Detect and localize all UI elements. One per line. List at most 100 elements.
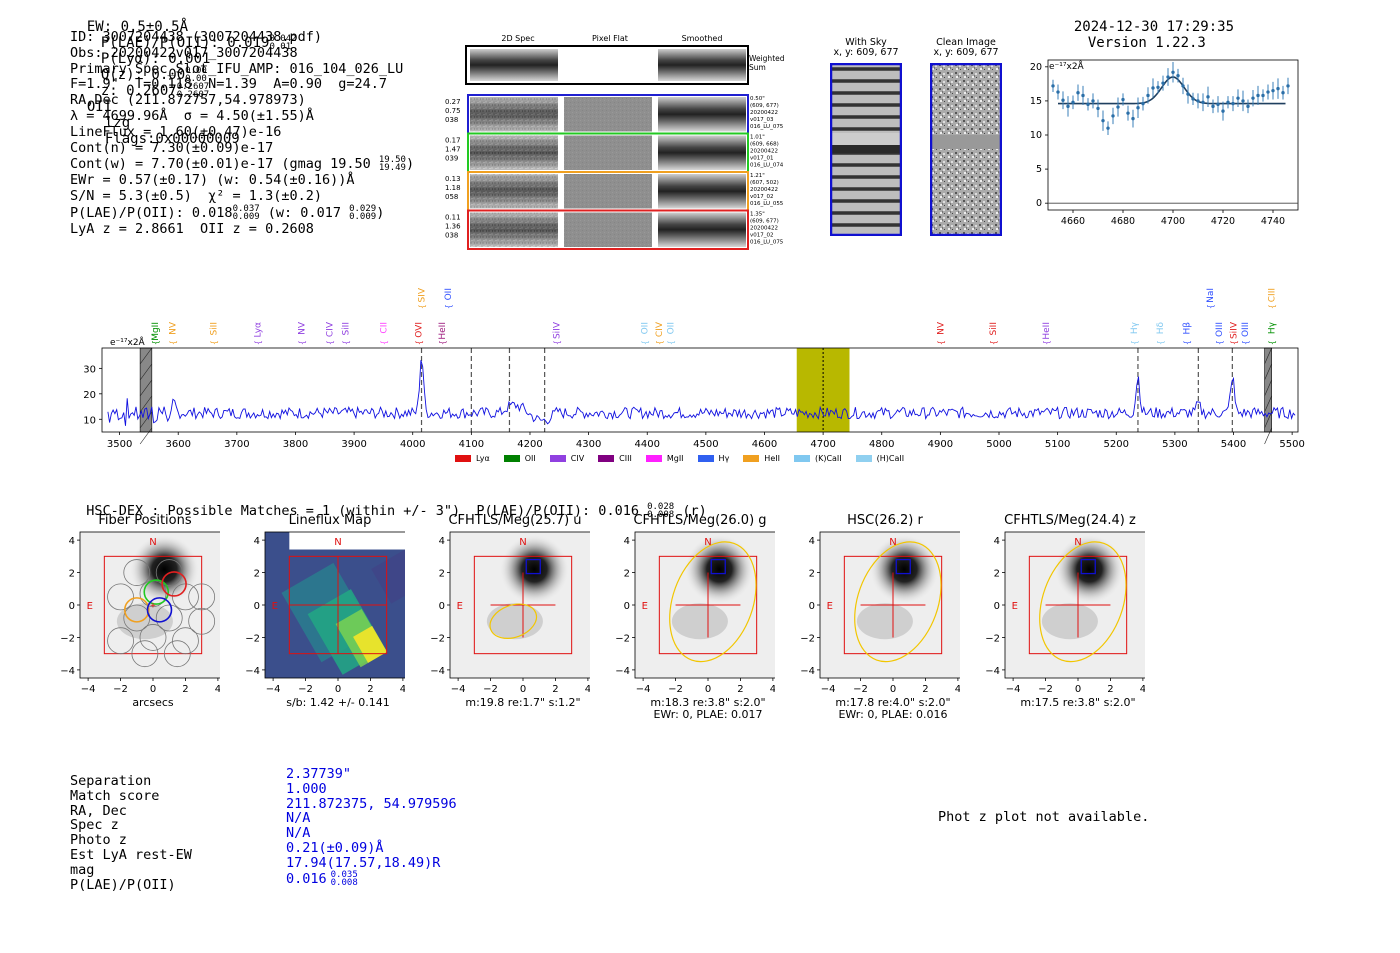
legend-label: Lyα	[476, 454, 490, 463]
fwhm-line: F=1.9" T=0.118 N=1.39 A=0.90 g=24.7	[70, 76, 387, 93]
cutout-ytick-label: 2	[809, 569, 815, 580]
emission-line-label-top: SIV	[418, 287, 428, 302]
zoom-data-point	[1241, 99, 1245, 103]
cutout-xtick-label: −4	[636, 684, 651, 695]
cutout-xtick-label: 0	[890, 684, 896, 695]
row-pixelflat	[564, 212, 652, 247]
east-label: E	[272, 601, 278, 612]
mask-hatch	[139, 347, 153, 365]
col-header-pixelflat: Pixel Flat	[592, 34, 628, 43]
emission-line-label-top: OII	[444, 288, 454, 300]
zoom-ytick-label: 10	[1030, 130, 1042, 141]
header-bar: EW: 0.5±0.5Å P(LAE)/P(OII): 0.019 0.042 0.…	[70, 3, 297, 147]
spectrum-xtick-label: 4200	[517, 439, 542, 450]
zoom-data-point	[1111, 114, 1115, 118]
match-label: Est LyA rest-EW	[70, 846, 192, 863]
cutout-xtick-label: 2	[1107, 684, 1113, 695]
row-left-label: 1.36	[445, 223, 461, 231]
east-label: E	[1012, 601, 1018, 612]
galaxy-faint	[1041, 603, 1098, 640]
zoom-data-point	[1276, 86, 1280, 91]
emission-line-label: Hβ	[1183, 322, 1193, 335]
emission-line-label: SiII	[209, 322, 219, 336]
legend-item: OII	[503, 454, 536, 463]
cutout-xtick-label: −4	[81, 684, 96, 695]
flags-label: Flags:0x00000009	[104, 131, 240, 147]
cutout-xtick-label: 4	[1140, 684, 1145, 695]
plae-header-range: 0.042 0.01	[269, 34, 297, 52]
cutout-ytick-label: 2	[439, 569, 445, 580]
row-right-label: (609, 677)	[750, 219, 779, 225]
cutout-xtick-label: −2	[668, 684, 683, 695]
emission-line-label: Hγ	[1130, 321, 1140, 334]
cutout-xtick-label: 4	[585, 684, 590, 695]
emission-line-bracket: {	[1268, 340, 1277, 345]
spec-slot: Primary Spec_Slot_IFU_AMP: 016_104_026_L…	[70, 60, 404, 77]
zoom-data-point	[1136, 106, 1140, 110]
cutout-ytick-label: −2	[800, 633, 815, 644]
zoom-xtick-label: 4720	[1211, 216, 1235, 227]
row-left-label: 0.17	[445, 137, 461, 145]
spec2d-panel: 2D Spec Pixel Flat Smoothed Weighted Sum …	[440, 32, 800, 257]
clean-image	[930, 63, 1002, 236]
cutout-image: N E −4 −2 0 2 4 4 2 0 −2 −4	[985, 531, 1145, 695]
zoom-line-chart: 4660 4680 4700 4720 4740 20 15 10 5 0 e⁻¹⁷x2Å	[1030, 59, 1299, 227]
cutout-ytick-label: 4	[809, 536, 815, 547]
legend-label: (K)CaII	[814, 454, 842, 463]
fiber-circle	[107, 627, 134, 655]
cutout-image: N E −4 −2 0 2 4 4 2 0 −2 −4	[245, 531, 405, 695]
masked-region	[139, 347, 153, 433]
cutout-ytick-label: 2	[254, 569, 260, 580]
cutout-ytick-label: −2	[615, 633, 630, 644]
row-smoothed	[658, 97, 746, 132]
emission-line-label: SiII	[341, 322, 351, 336]
zoom-data-point	[1186, 92, 1190, 96]
match-value: 17.94(17.57,18.49)R	[286, 855, 457, 871]
cutout-ytick-label: 0	[254, 601, 260, 612]
row-noise	[470, 212, 558, 247]
row-right-label: v017_01	[750, 156, 774, 162]
emission-line-bracket: {	[379, 340, 388, 345]
aperture-ellipse	[854, 541, 942, 663]
zoom-data-point	[1121, 97, 1125, 102]
timestamp: 2024-12-30 17:29:35	[1073, 19, 1235, 35]
emission-line-bracket: {	[1206, 304, 1215, 309]
cutout-xtick-label: −2	[298, 684, 313, 695]
row-right-label: v017_02	[750, 233, 774, 239]
zoom-data-point	[1061, 98, 1065, 102]
zoom-data-point	[1101, 118, 1105, 123]
match-value-text: 2.37739"	[286, 766, 352, 782]
zoom-data-point	[1071, 100, 1075, 104]
zoom-ytick-label: 20	[1030, 62, 1042, 73]
mask-hatch	[1264, 427, 1272, 445]
cutout-xtick-label: 0	[1075, 684, 1081, 695]
legend-swatch	[455, 455, 471, 462]
aperture-ellipse	[669, 541, 757, 663]
zoom-data-point	[1051, 84, 1055, 88]
zoom-data-point	[1246, 104, 1250, 109]
legend-item: Lyα	[455, 454, 490, 463]
match-label: RA, Dec	[70, 802, 127, 819]
with-sky-label: With Sky	[845, 37, 887, 48]
cutout-ytick-label: −2	[430, 633, 445, 644]
zoom-data-point	[1266, 90, 1270, 94]
match-value: N/A	[286, 811, 457, 826]
spectrum-xtick-label: 5400	[1221, 439, 1246, 450]
match-values: 2.37739" 1.000 211.872375, 54.979596 N/A N/A…	[286, 767, 457, 887]
cutout-ytick-label: −4	[430, 666, 445, 677]
cutout-ytick-label: 0	[439, 601, 445, 612]
emission-line-bracket: {	[253, 340, 262, 345]
lineflux-mask	[289, 532, 405, 550]
zoom-ytick-label: 15	[1030, 96, 1042, 107]
emission-line-label: OIII	[1241, 322, 1251, 337]
match-value-text: 1.000	[286, 780, 327, 797]
cutout-xtick-label: −2	[1038, 684, 1053, 695]
sn-line: S/N = 5.3(±0.5) χ² = 1.3(±0.2)	[70, 187, 322, 204]
row-right-label: 20200422	[750, 187, 778, 193]
zoom-data-point	[1221, 109, 1225, 113]
match-value-text: 211.872375, 54.979596	[286, 795, 457, 812]
row-pixelflat	[564, 97, 652, 132]
emission-line-label: NV	[297, 321, 307, 335]
contn-line: Cont(n) = 7.30(±0.09)e-17	[70, 139, 274, 156]
emission-line-bracket: {	[1130, 340, 1139, 345]
